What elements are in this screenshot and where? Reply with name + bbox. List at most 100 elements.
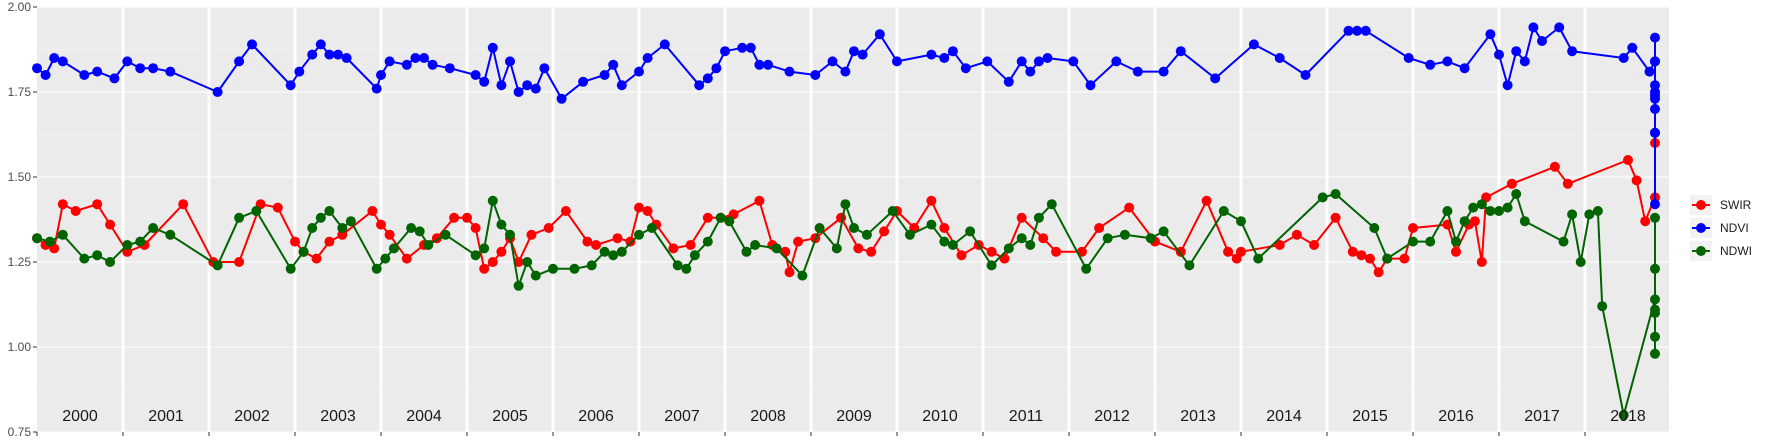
data-point	[646, 223, 657, 233]
data-point	[1399, 253, 1410, 264]
data-point	[578, 76, 589, 87]
data-point	[960, 63, 971, 74]
data-point	[522, 257, 533, 267]
data-point	[694, 80, 705, 91]
data-point	[294, 66, 305, 77]
data-point	[986, 246, 997, 257]
data-point	[57, 229, 68, 240]
data-point	[135, 63, 146, 74]
data-point	[324, 206, 335, 216]
data-point	[1442, 56, 1453, 67]
data-point	[367, 206, 378, 216]
data-point	[715, 212, 726, 223]
data-point	[741, 246, 752, 257]
data-point	[1575, 257, 1586, 267]
data-point	[1330, 189, 1341, 199]
data-point	[410, 53, 421, 63]
data-point	[1369, 223, 1380, 233]
data-point	[1597, 301, 1608, 312]
legend-key-point	[1696, 200, 1706, 210]
data-point	[247, 39, 257, 50]
legend-label: NDVI	[1720, 221, 1749, 235]
data-point	[1537, 36, 1547, 46]
data-point	[513, 280, 524, 291]
data-point	[642, 206, 653, 216]
data-point	[341, 53, 352, 63]
data-point	[1650, 263, 1660, 274]
year-labels: 2000 2001 2002 2003 2004 2005 2006 2007 2008 2009…	[62, 408, 1646, 425]
data-point	[702, 212, 713, 223]
data-point	[1592, 206, 1603, 216]
data-point	[505, 56, 515, 67]
data-point	[591, 240, 601, 250]
data-point	[947, 240, 958, 250]
data-point	[754, 59, 765, 70]
year-label: 2015	[1352, 408, 1388, 425]
data-point	[784, 267, 795, 278]
data-point	[784, 66, 795, 77]
data-point	[1300, 70, 1311, 80]
data-point	[92, 199, 103, 210]
data-point	[1554, 22, 1565, 33]
data-point	[1650, 331, 1660, 342]
data-point	[1506, 178, 1517, 189]
data-point	[1201, 195, 1212, 206]
data-point	[1519, 216, 1530, 227]
data-point	[1218, 206, 1229, 216]
data-point	[1644, 66, 1655, 77]
data-point	[608, 250, 619, 261]
data-point	[530, 83, 541, 94]
year-label: 2017	[1524, 408, 1560, 425]
legend: SWIR NDVI NDWI	[1690, 195, 1752, 261]
year-label: 2012	[1094, 408, 1130, 425]
data-point	[659, 39, 670, 50]
data-point	[315, 212, 326, 223]
data-point	[376, 219, 386, 230]
data-point	[1650, 348, 1660, 359]
data-point	[1640, 216, 1651, 227]
data-point	[165, 229, 176, 240]
data-point	[513, 257, 524, 267]
year-label: 2010	[922, 408, 958, 425]
series-ndvi	[32, 22, 1660, 210]
data-point	[406, 223, 417, 233]
data-point	[1356, 250, 1367, 261]
data-point	[307, 49, 318, 60]
data-point	[178, 199, 189, 210]
data-point	[1291, 229, 1302, 240]
data-point	[212, 87, 223, 97]
data-point	[1650, 304, 1660, 315]
data-point	[1124, 202, 1135, 213]
data-point	[831, 243, 842, 254]
data-point	[1511, 189, 1522, 199]
data-point	[423, 240, 434, 250]
data-point	[1425, 59, 1436, 70]
data-point	[681, 263, 692, 274]
data-point	[79, 253, 90, 264]
data-point	[1502, 80, 1513, 91]
data-point	[1650, 104, 1660, 114]
data-point	[616, 80, 627, 91]
data-point	[1502, 202, 1513, 213]
year-panel-separators	[36, 7, 1587, 436]
data-point	[1650, 294, 1660, 305]
data-point	[384, 229, 395, 240]
data-point	[642, 53, 653, 63]
y-tick-label: 1.75	[8, 85, 32, 99]
data-point	[505, 229, 515, 240]
data-point	[926, 49, 937, 60]
data-point	[797, 270, 808, 281]
data-point	[44, 236, 55, 247]
data-point	[1567, 209, 1578, 220]
year-label: 2002	[234, 408, 270, 425]
data-point	[487, 42, 498, 53]
data-point	[1485, 29, 1496, 40]
data-point	[1145, 233, 1156, 244]
data-point	[1494, 206, 1504, 216]
data-point	[771, 243, 782, 254]
year-label: 2000	[62, 408, 98, 425]
data-point	[1650, 56, 1660, 67]
data-point	[874, 29, 885, 40]
data-point	[763, 59, 773, 70]
